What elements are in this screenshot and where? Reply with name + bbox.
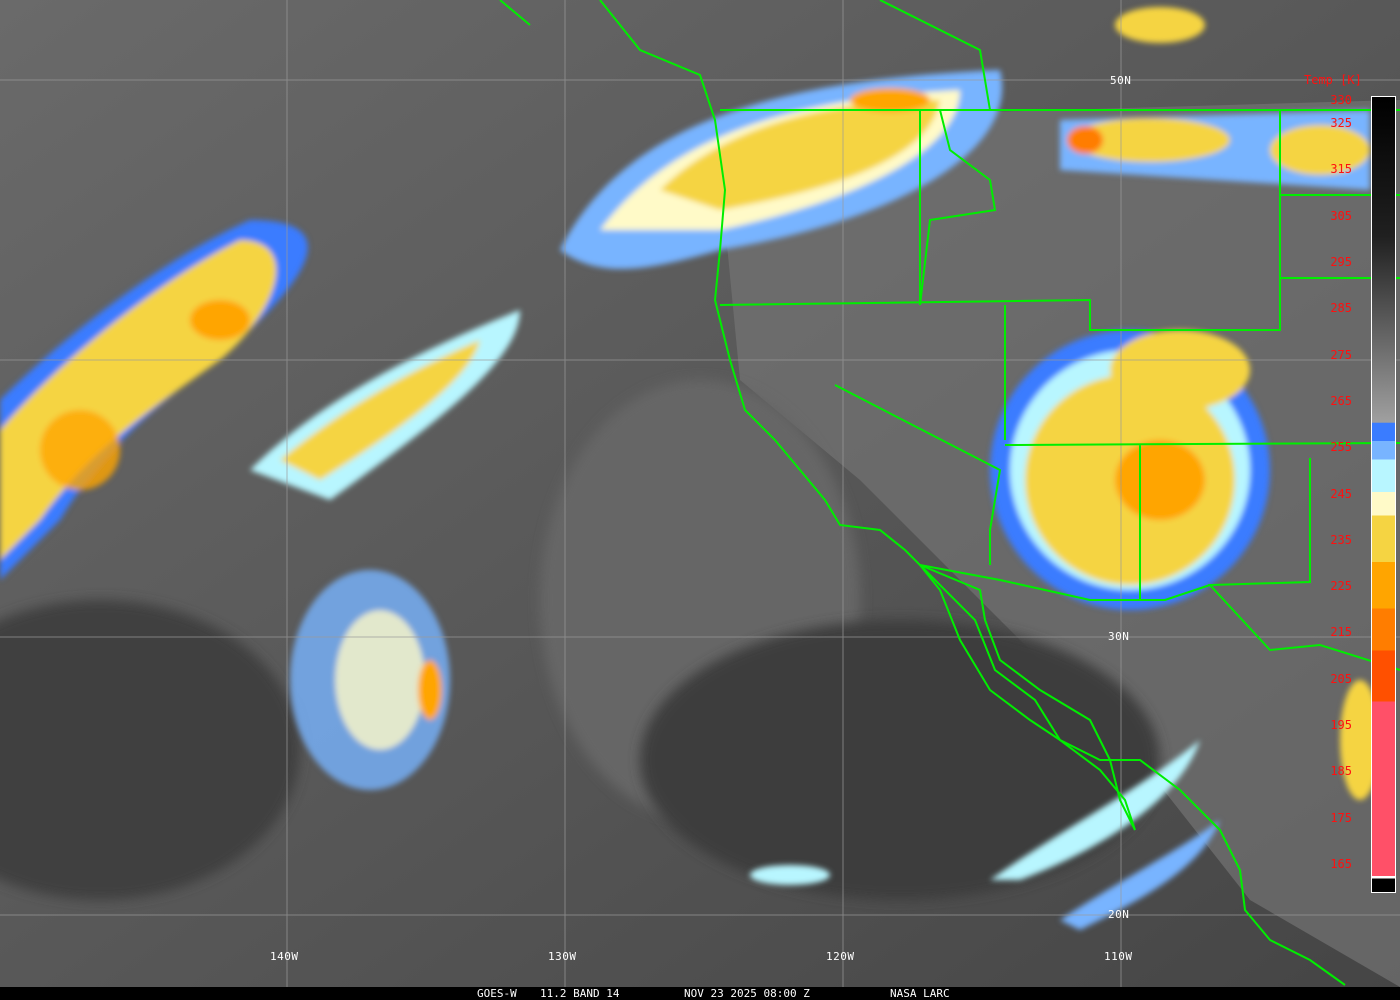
colorbar-tick-label: 195 [1330, 718, 1352, 733]
lon-label-130w: 130W [548, 950, 577, 963]
lat-label-30n: 30N [1108, 630, 1130, 643]
colorbar-tick-label: 315 [1330, 162, 1352, 177]
colorbar-tick-label: 265 [1330, 393, 1352, 408]
legend-title: Temp [K] [1304, 73, 1362, 87]
colorbar-tick-label: 325 [1330, 116, 1352, 131]
colorbar-tick-label: 175 [1330, 810, 1352, 825]
lon-label-110w: 110W [1104, 950, 1133, 963]
image-caption: GOES-W 11.2 BAND 14 NOV 23 2025 08:00 Z NAS… [0, 987, 1400, 1000]
colorbar-tick-label: 285 [1330, 301, 1352, 316]
temperature-colorbar [1371, 96, 1396, 893]
caption-channel: 11.2 BAND 14 [540, 987, 620, 1000]
colorbar-tick-label: 235 [1330, 532, 1352, 547]
colorbar-tick-label: 225 [1330, 579, 1352, 594]
political-boundaries [499, 0, 1400, 986]
cloud-tops [0, 7, 1380, 930]
colorbar-tick-label: 215 [1330, 625, 1352, 640]
lon-label-120w: 120W [826, 950, 855, 963]
caption-satellite: GOES-W [477, 987, 517, 1000]
colorbar-tick-label: 245 [1330, 486, 1352, 501]
colorbar-tick-label: 305 [1330, 208, 1352, 223]
colorbar-tick-label: 185 [1330, 764, 1352, 779]
lat-label-50n: 50N [1110, 74, 1132, 87]
colorbar-tick-label: 275 [1330, 347, 1352, 362]
lat-label-20n: 20N [1108, 908, 1130, 921]
caption-datetime: NOV 23 2025 08:00 Z [684, 987, 810, 1000]
colorbar-tick-label: 255 [1330, 440, 1352, 455]
colorbar-tick-label: 205 [1330, 671, 1352, 686]
lon-label-140w: 140W [270, 950, 299, 963]
caption-credit: NASA LARC [890, 987, 950, 1000]
colorbar-tick-label: 295 [1330, 255, 1352, 270]
colorbar-tick-label: 165 [1330, 856, 1352, 871]
colorbar-tick-label: 330 [1330, 93, 1352, 107]
